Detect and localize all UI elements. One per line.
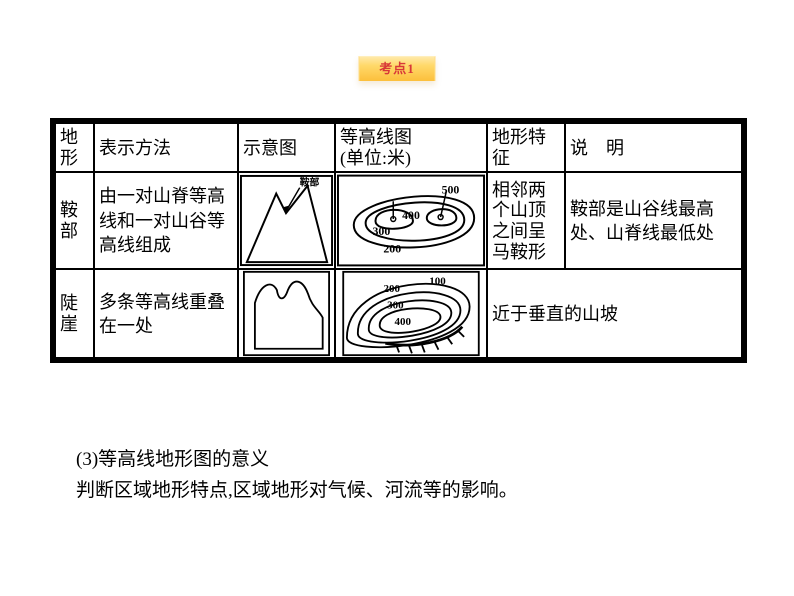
svg-text:200: 200 xyxy=(384,283,401,295)
th-contour: 等高线图(单位:米) xyxy=(335,123,487,172)
contour-saddle-svg: 500 400 300 200 xyxy=(336,173,486,268)
terrain-table-grid: 地形 表示方法 示意图 等高线图(单位:米) 地形特征 说 明 鞍部 由一对山脊… xyxy=(54,122,743,359)
svg-text:鞍部: 鞍部 xyxy=(300,176,320,189)
sketch-saddle-svg: 鞍部 xyxy=(239,173,334,268)
svg-text:300: 300 xyxy=(373,224,391,238)
topic-badge: 考点1 xyxy=(359,56,436,81)
th-note: 说 明 xyxy=(565,123,742,172)
svg-text:500: 500 xyxy=(442,183,460,197)
cell-method-saddle: 由一对山脊等高线和一对山谷等高线组成 xyxy=(94,172,238,269)
cell-contour-saddle: 500 400 300 200 xyxy=(335,172,487,269)
table-row: 陡崖 多条等高线重叠在一处 xyxy=(55,269,742,358)
svg-text:400: 400 xyxy=(395,316,412,328)
svg-text:300: 300 xyxy=(387,300,404,312)
contour-cliff-svg: 100 200 300 400 xyxy=(336,270,486,357)
cell-terrain-cliff: 陡崖 xyxy=(55,269,94,358)
svg-text:100: 100 xyxy=(429,276,446,288)
slide-page: 考点1 地形 表示方法 示意图 等高线图(单位:米) 地形特征 说 明 鞍部 xyxy=(0,0,794,596)
topic-badge-label: 考点1 xyxy=(379,61,415,76)
table-row: 鞍部 由一对山脊等高线和一对山谷等高线组成 鞍部 xyxy=(55,172,742,269)
th-method: 表示方法 xyxy=(94,123,238,172)
cell-sketch-saddle: 鞍部 xyxy=(238,172,335,269)
table-header-row: 地形 表示方法 示意图 等高线图(单位:米) 地形特征 说 明 xyxy=(55,123,742,172)
below-subhead: (3)等高线地形图的意义 xyxy=(76,444,518,475)
cell-terrain-saddle: 鞍部 xyxy=(55,172,94,269)
cell-method-cliff: 多条等高线重叠在一处 xyxy=(94,269,238,358)
below-body: 判断区域地形特点,区域地形对气候、河流等的影响。 xyxy=(76,475,518,506)
cell-contour-cliff: 100 200 300 400 xyxy=(335,269,487,358)
cell-feature-note-cliff: 近于垂直的山坡 xyxy=(487,269,742,358)
svg-text:400: 400 xyxy=(402,208,420,222)
th-terrain: 地形 xyxy=(55,123,94,172)
cell-note-saddle: 鞍部是山谷线最高处、山脊线最低处 xyxy=(565,172,742,269)
sketch-cliff-svg xyxy=(239,270,334,357)
th-sketch: 示意图 xyxy=(238,123,335,172)
svg-text:200: 200 xyxy=(383,242,401,256)
below-text: (3)等高线地形图的意义 判断区域地形特点,区域地形对气候、河流等的影响。 xyxy=(76,444,518,507)
cell-feature-saddle: 相邻两个山顶之间呈马鞍形 xyxy=(487,172,565,269)
th-feature: 地形特征 xyxy=(487,123,565,172)
terrain-table: 地形 表示方法 示意图 等高线图(单位:米) 地形特征 说 明 鞍部 由一对山脊… xyxy=(50,118,747,363)
cell-sketch-cliff xyxy=(238,269,335,358)
